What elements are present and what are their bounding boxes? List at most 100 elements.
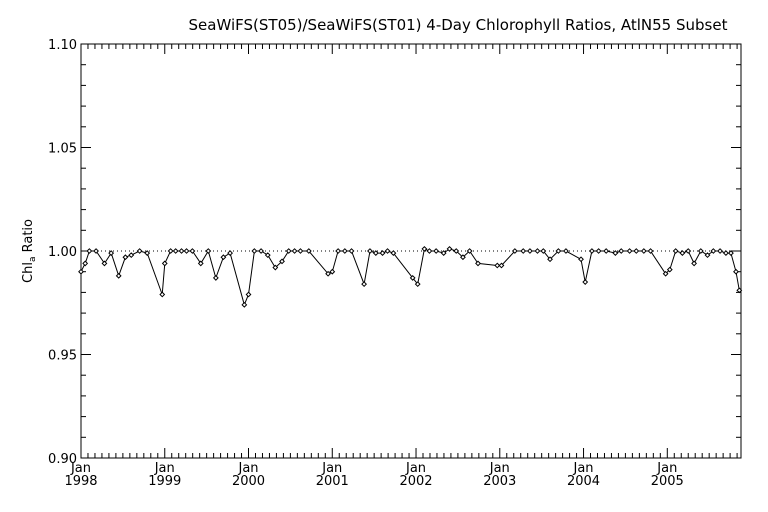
- data-point-marker: [241, 301, 248, 308]
- data-point-marker: [520, 248, 527, 254]
- data-point-marker: [384, 248, 391, 254]
- data-point-marker: [626, 248, 633, 254]
- data-point-marker: [547, 256, 553, 263]
- data-point-marker: [612, 250, 619, 256]
- data-point-marker: [723, 250, 729, 256]
- data-point-marker: [475, 260, 481, 267]
- data-point-marker: [285, 248, 292, 254]
- x-tick-year: 2002: [399, 474, 432, 489]
- y-tick-label: 1.05: [48, 142, 77, 157]
- data-point-marker: [691, 260, 698, 267]
- data-point-marker: [578, 256, 584, 263]
- x-tick-year: 2000: [232, 474, 265, 489]
- data-point-marker: [144, 250, 151, 256]
- data-point-marker: [329, 268, 336, 275]
- data-point-marker: [325, 270, 331, 277]
- y-tick-label: 1.00: [48, 245, 77, 260]
- data-point-marker: [390, 250, 397, 256]
- data-point-marker: [297, 248, 304, 254]
- x-tick-year: 2001: [316, 474, 349, 489]
- x-tick-month: Jan: [321, 461, 342, 476]
- data-point-marker: [220, 254, 227, 261]
- data-point-marker: [128, 252, 135, 259]
- data-point-marker: [446, 246, 453, 252]
- data-point-marker: [367, 248, 373, 254]
- data-point-marker: [161, 260, 168, 267]
- data-point-marker: [466, 248, 473, 254]
- data-point-marker: [205, 248, 212, 254]
- data-point-marker: [494, 262, 501, 269]
- data-point-marker: [662, 270, 669, 277]
- data-point-marker: [305, 248, 312, 254]
- data-point-marker: [86, 248, 93, 254]
- data-point-marker: [540, 248, 547, 254]
- data-point-marker: [440, 250, 447, 256]
- data-point-marker: [361, 281, 368, 288]
- data-point-marker: [603, 248, 610, 254]
- data-point-marker: [78, 268, 84, 275]
- data-point-marker: [555, 248, 562, 254]
- x-tick-month: Jan: [237, 461, 258, 476]
- data-point-marker: [679, 250, 686, 256]
- data-point-marker: [697, 248, 704, 254]
- x-tick-year: 2004: [567, 474, 600, 489]
- x-tick-month: Jan: [573, 461, 594, 476]
- data-point-marker: [498, 262, 505, 269]
- data-point-marker: [563, 248, 569, 254]
- data-point-marker: [379, 250, 386, 256]
- x-tick-month: Jan: [154, 461, 175, 476]
- chart-title: SeaWiFS(ST05)/SeaWiFS(ST01) 4-Day Chloro…: [189, 16, 728, 34]
- x-tick-year: 2005: [651, 474, 684, 489]
- data-point-marker: [460, 254, 466, 261]
- data-point-marker: [704, 252, 711, 259]
- data-point-marker: [633, 248, 640, 254]
- data-point-marker: [183, 248, 190, 254]
- data-point-marker: [618, 248, 625, 254]
- x-tick-year: 1998: [64, 474, 97, 489]
- x-tick-month: Jan: [656, 461, 677, 476]
- x-tick-year: 2003: [483, 474, 516, 489]
- data-point-marker: [414, 281, 421, 288]
- data-point-marker: [717, 248, 723, 254]
- x-tick-month: Jan: [70, 461, 91, 476]
- data-point-marker: [710, 248, 717, 254]
- data-point-marker: [291, 248, 298, 254]
- data-point-marker: [258, 248, 264, 254]
- data-point-marker: [511, 248, 518, 254]
- data-point-marker: [251, 248, 258, 254]
- data-point-marker: [167, 248, 174, 254]
- data-point-marker: [341, 248, 348, 254]
- data-point-marker: [122, 254, 129, 261]
- y-axis-label: Chla Ratio: [21, 219, 38, 283]
- y-axis-label-subscript: a: [28, 257, 38, 263]
- data-point-marker: [245, 291, 252, 298]
- data-point-marker: [178, 248, 185, 254]
- data-point-marker: [279, 258, 285, 265]
- data-point-marker: [372, 250, 379, 256]
- data-point-marker: [115, 272, 122, 279]
- x-tick-month: Jan: [489, 461, 510, 476]
- x-tick-year: 1999: [148, 474, 181, 489]
- data-point-marker: [136, 248, 143, 254]
- data-point-marker: [640, 248, 647, 254]
- data-point-marker: [672, 248, 679, 254]
- data-point-marker: [108, 250, 115, 256]
- data-point-marker: [264, 252, 271, 259]
- data-point-marker: [348, 248, 355, 254]
- y-tick-label: 0.90: [48, 452, 77, 467]
- data-point-marker: [647, 248, 654, 254]
- data-point-marker: [421, 246, 428, 252]
- data-point-marker: [527, 248, 533, 254]
- data-point-marker: [433, 248, 440, 254]
- data-point-marker: [426, 248, 433, 254]
- data-point-marker: [159, 291, 166, 298]
- data-point-marker: [736, 287, 743, 294]
- data-point-marker: [172, 248, 179, 254]
- data-point-marker: [101, 260, 108, 267]
- data-point-marker: [733, 268, 739, 275]
- data-point-marker: [82, 260, 89, 267]
- data-point-marker: [93, 248, 99, 254]
- data-point-marker: [335, 248, 342, 254]
- data-point-marker: [212, 275, 219, 281]
